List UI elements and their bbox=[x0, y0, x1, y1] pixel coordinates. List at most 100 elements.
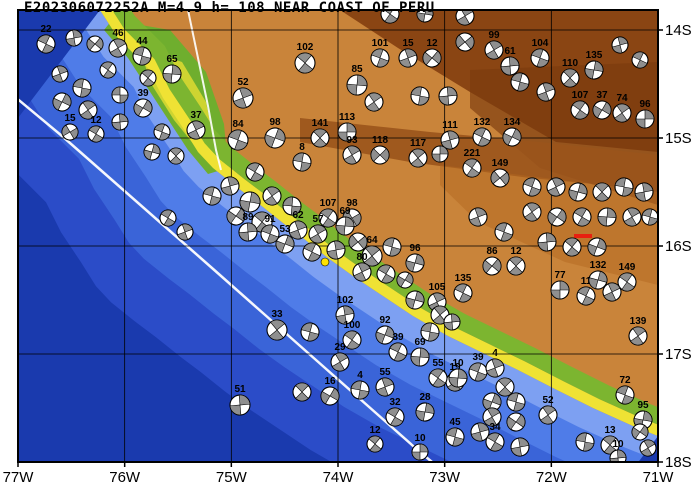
beachball bbox=[506, 412, 526, 432]
beachball bbox=[547, 207, 567, 227]
beachball: 62 bbox=[288, 210, 308, 240]
beachball-label: 15 bbox=[402, 38, 414, 49]
lon-label: 77W bbox=[3, 469, 35, 486]
beachball-label: 98 bbox=[269, 117, 281, 128]
beachball-label: 52 bbox=[237, 77, 249, 88]
beachball: 4 bbox=[350, 370, 370, 400]
beachball-label: 107 bbox=[572, 90, 589, 101]
beachball-label: 89 bbox=[242, 212, 254, 223]
beachball-label: 37 bbox=[190, 110, 202, 121]
beachball: 10 bbox=[609, 439, 627, 462]
beachball-label: 117 bbox=[410, 138, 427, 149]
boundary-line bbox=[187, 10, 222, 171]
beachball bbox=[631, 423, 649, 441]
beachball: 139 bbox=[628, 316, 648, 346]
beachball: 80 bbox=[352, 252, 372, 282]
beachball: 99 bbox=[484, 30, 504, 60]
beachball-label: 33 bbox=[271, 309, 283, 320]
beachball: 15 bbox=[61, 113, 79, 141]
beachball: 135 bbox=[453, 273, 473, 303]
lon-label: 75W bbox=[216, 469, 248, 486]
beachball-label: 15 bbox=[64, 113, 76, 124]
beachball bbox=[587, 237, 607, 257]
beachball: 12 bbox=[506, 246, 526, 276]
beachball-label: 139 bbox=[630, 316, 647, 327]
beachball bbox=[52, 92, 72, 112]
beachball: 39 bbox=[388, 332, 408, 362]
beachball-label: 135 bbox=[455, 273, 472, 284]
beachball bbox=[167, 147, 185, 165]
beachball-label: 52 bbox=[542, 395, 554, 406]
beachball bbox=[292, 382, 312, 402]
beachball bbox=[143, 143, 161, 161]
beachball bbox=[611, 36, 629, 54]
beachball: 104 bbox=[530, 38, 550, 68]
beachball bbox=[153, 123, 171, 141]
beachball: 77 bbox=[550, 270, 570, 300]
beachball-label: 104 bbox=[532, 38, 549, 49]
beachball bbox=[300, 322, 320, 342]
beachball: 86 bbox=[482, 246, 502, 276]
beachball: 89 bbox=[238, 212, 258, 242]
beachball-label: 69 bbox=[339, 206, 351, 217]
beachball-label: 65 bbox=[166, 54, 178, 65]
beachball-label: 134 bbox=[504, 117, 521, 128]
beachball-label: 55 bbox=[379, 367, 391, 378]
beachball bbox=[376, 264, 396, 284]
beachball: 74 bbox=[612, 93, 632, 123]
beachball: 110 bbox=[560, 58, 580, 88]
beachball: 64 bbox=[361, 235, 383, 267]
beachball bbox=[176, 223, 194, 241]
beachball bbox=[326, 240, 346, 260]
beachball bbox=[568, 182, 588, 202]
beachball bbox=[431, 145, 449, 163]
beachball: 33 bbox=[266, 309, 288, 341]
beachball bbox=[410, 86, 430, 106]
beachball bbox=[364, 92, 384, 112]
beachball bbox=[380, 10, 400, 24]
beachball-label: 16 bbox=[324, 376, 336, 387]
beachball-label: 28 bbox=[419, 392, 431, 403]
beachball: 4 bbox=[485, 348, 505, 378]
beachball-label: 221 bbox=[464, 148, 481, 159]
beachball: 16 bbox=[320, 376, 340, 406]
epicenter-dot bbox=[320, 257, 330, 267]
beachball: 65 bbox=[162, 54, 182, 84]
beachball bbox=[65, 29, 83, 47]
beachball bbox=[405, 290, 425, 310]
beachball bbox=[111, 113, 129, 131]
beachball: 134 bbox=[502, 117, 522, 147]
beachball: 51 bbox=[229, 384, 251, 416]
beachball: 39 bbox=[468, 352, 488, 382]
beachball: 92 bbox=[375, 315, 395, 345]
beachball: 96 bbox=[405, 243, 425, 273]
beachball: 221 bbox=[462, 148, 482, 178]
beachball: 37 bbox=[186, 110, 206, 140]
beachball-label: 57 bbox=[312, 214, 324, 225]
beachball-label: 110 bbox=[562, 58, 579, 69]
beachball bbox=[639, 439, 657, 457]
beachball-label: 8 bbox=[299, 142, 305, 153]
trench-line bbox=[18, 97, 433, 462]
beachball-label: 13 bbox=[604, 425, 616, 436]
beachball-label: 113 bbox=[339, 112, 356, 123]
beachball-label: 61 bbox=[504, 46, 516, 57]
beachball-label: 77 bbox=[554, 270, 566, 281]
beachball-label: 64 bbox=[366, 235, 378, 246]
beachball-label: 100 bbox=[344, 320, 361, 331]
beachball: 53 bbox=[275, 224, 295, 254]
beachball-label: 10 bbox=[452, 358, 464, 369]
beachball bbox=[536, 82, 556, 102]
beachball-label: 69 bbox=[414, 337, 426, 348]
beachball bbox=[396, 271, 414, 289]
beachball-label: 22 bbox=[40, 24, 52, 35]
beachball-label: 12 bbox=[369, 425, 381, 436]
beachball bbox=[78, 100, 98, 120]
beachball bbox=[575, 432, 595, 452]
beachball: 107 bbox=[318, 198, 338, 228]
beachball: 10 bbox=[411, 433, 429, 461]
beachball bbox=[522, 177, 542, 197]
beachball bbox=[634, 182, 654, 202]
beachball bbox=[506, 392, 526, 412]
